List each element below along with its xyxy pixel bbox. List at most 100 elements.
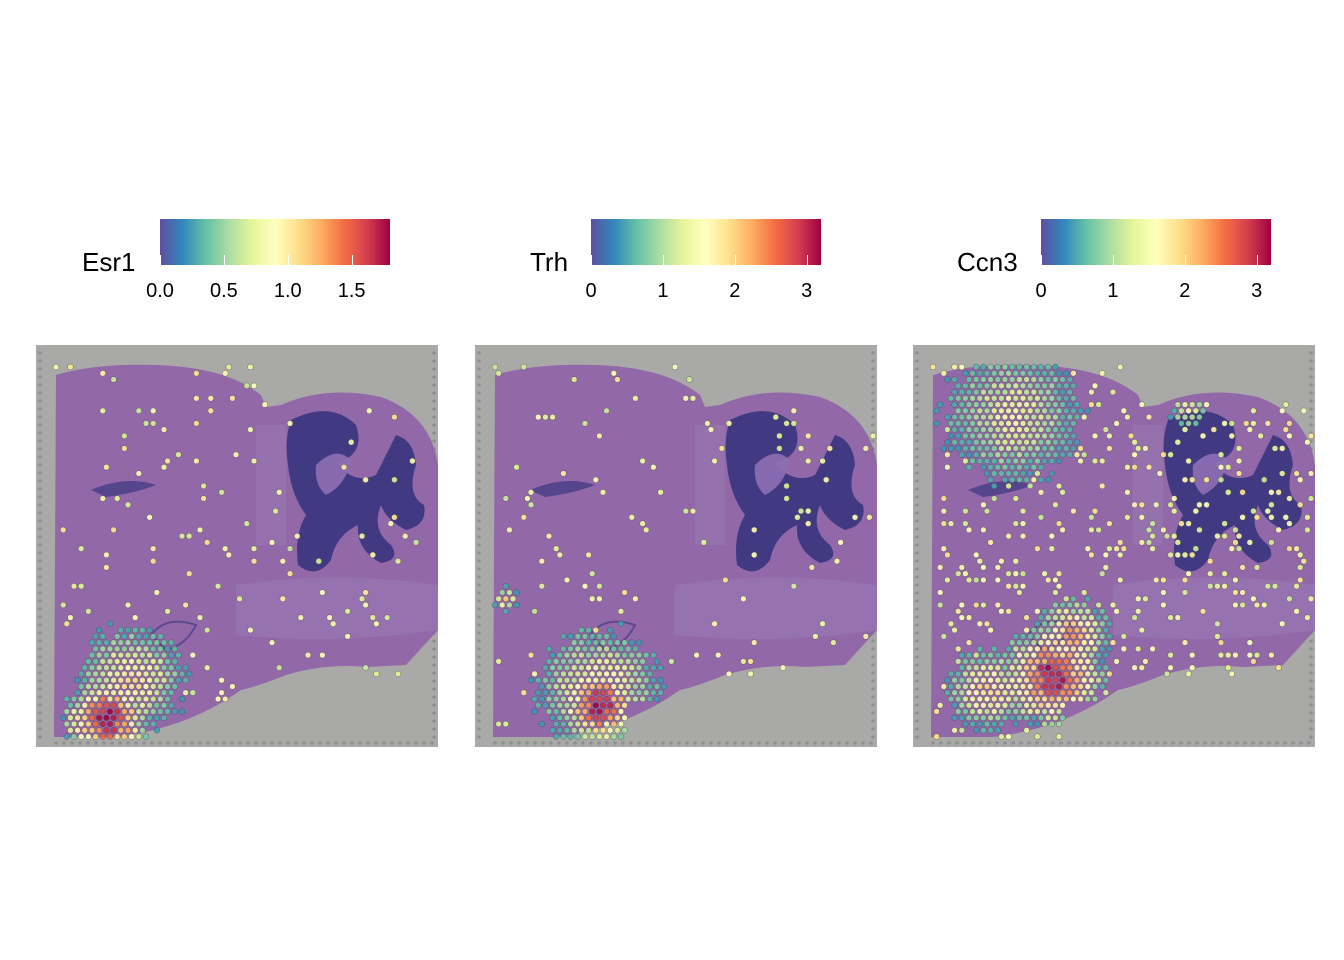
fiducial-spot [1267,741,1271,745]
expression-spot [748,671,754,677]
expression-spot [1103,677,1109,683]
expression-spot [1071,446,1077,452]
colorbar-tick-label: 1.5 [338,280,366,303]
expression-spot [1125,464,1131,470]
expression-spot [1297,552,1303,558]
fiducial-spot [294,741,298,745]
expression-spot [1204,502,1210,508]
expression-spot [593,677,599,683]
fiducial-spot [915,711,919,715]
expression-spot [984,370,990,376]
fiducial-spot [1243,741,1247,745]
expression-spot [1071,383,1077,389]
expression-spot [1063,596,1069,602]
expression-spot [586,552,592,558]
expression-spot [981,502,987,508]
expression-spot [1132,452,1138,458]
expression-spot [970,370,976,376]
expression-spot [636,677,642,683]
expression-spot [78,546,84,552]
expression-spot [963,684,969,690]
expression-spot [1049,383,1055,389]
expression-spot [963,408,969,414]
expression-spot [1121,408,1127,414]
fiducial-spot [1307,741,1311,745]
expression-spot [1269,540,1275,546]
expression-spot [1009,389,1015,395]
expression-spot [629,665,635,671]
fiducial-spot [1027,741,1031,745]
expression-spot [1189,477,1195,483]
fiducial-spot [1011,741,1015,745]
expression-spot [1045,702,1051,708]
expression-spot [104,677,110,683]
fiducial-spot [477,479,481,483]
expression-spot [1125,489,1131,495]
colorbar-tick-mark [1041,255,1042,265]
fiducial-spot [915,583,919,587]
expression-spot [543,677,549,683]
expression-spot [1150,646,1156,652]
expression-spot [636,690,642,696]
expression-spot [132,627,138,633]
expression-spot [1017,464,1023,470]
expression-spot [719,446,725,452]
expression-spot [143,421,149,427]
expression-spot [165,659,171,665]
expression-spot [970,671,976,677]
expression-spot [158,684,164,690]
expression-spot [280,596,286,602]
expression-spot [96,677,102,683]
expression-spot [723,577,729,583]
expression-spot [1175,552,1181,558]
colorbar-tick-mark [663,255,664,265]
expression-spot [1053,677,1059,683]
expression-spot [1168,665,1174,671]
expression-spot [604,684,610,690]
expression-spot [955,571,961,577]
expression-spot [1053,577,1059,583]
expression-spot [132,665,138,671]
fiducial-spot [915,375,919,379]
expression-spot [1056,483,1062,489]
expression-spot [741,596,747,602]
fiducial-spot [414,741,418,745]
fiducial-spot [477,623,481,627]
expression-spot [607,665,613,671]
expression-spot [977,433,983,439]
expression-spot [966,452,972,458]
expression-spot [999,709,1005,715]
expression-spot [345,608,351,614]
expression-spot [955,696,961,702]
expression-spot [1175,615,1181,621]
expression-spot [1265,421,1271,427]
fiducial-spot [1059,741,1063,745]
expression-spot [1089,627,1095,633]
expression-spot [1027,483,1033,489]
expression-spot [999,458,1005,464]
expression-spot [1017,439,1023,445]
fiducial-spot [150,741,154,745]
fiducial-spot [915,359,919,363]
fiducial-spot [1195,741,1199,745]
expression-spot [1038,627,1044,633]
expression-spot [1171,496,1177,502]
expression-spot [625,696,631,702]
expression-spot [568,709,574,715]
expression-spot [104,715,110,721]
fiducial-spot [230,741,234,745]
expression-spot [219,690,225,696]
expression-spot [586,677,592,683]
fiducial-spot [477,431,481,435]
expression-spot [330,621,336,627]
expression-spot [658,677,664,683]
expression-spot [1020,421,1026,427]
expression-spot [593,715,599,721]
expression-spot [1168,552,1174,558]
expression-spot [607,677,613,683]
expression-spot [111,377,117,383]
expression-spot [172,646,178,652]
fiducial-spot [174,741,178,745]
expression-spot [600,640,606,646]
expression-spot [1038,690,1044,696]
